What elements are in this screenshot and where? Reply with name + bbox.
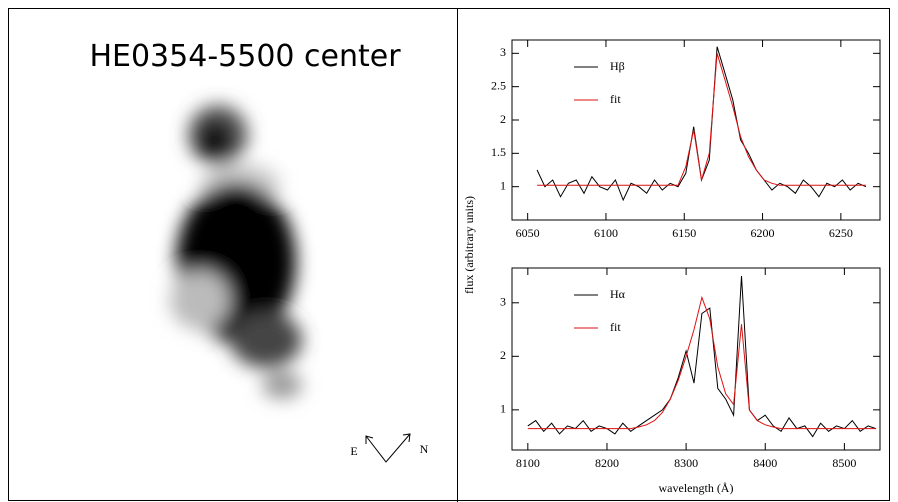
x-tick-label: 8200 (595, 456, 619, 470)
frame (8, 8, 890, 501)
x-tick-label: 8300 (674, 456, 698, 470)
compass-north: N (420, 442, 429, 456)
legend-label: Hα (610, 287, 626, 301)
y-tick-label: 1.5 (491, 145, 506, 159)
legend-label: fit (610, 92, 621, 106)
x-tick-label: 6100 (594, 226, 618, 240)
y-tick-label: 2 (500, 112, 506, 126)
y-tick-label: 2 (500, 348, 506, 362)
compass-east: E (350, 444, 357, 458)
y-tick-label: 2.5 (491, 78, 506, 92)
series-line (527, 275, 877, 438)
x-axis-label: wavelength (Å) (659, 481, 734, 495)
plot-frame (511, 39, 881, 221)
image-title: HE0354-5500 center (89, 39, 401, 74)
y-tick-label: 1 (500, 402, 506, 416)
y-tick-label: 1 (500, 178, 506, 192)
x-tick-label: 6250 (829, 226, 853, 240)
series-line (537, 53, 866, 186)
x-tick-label: 8400 (753, 456, 777, 470)
legend-label: fit (610, 320, 621, 334)
x-tick-label: 8100 (516, 456, 540, 470)
series-line (527, 295, 876, 430)
x-tick-label: 6050 (516, 226, 540, 240)
x-tick-label: 8500 (832, 456, 856, 470)
y-axis-label: flux (arbitrary units) (462, 196, 476, 294)
y-tick-label: 3 (500, 45, 506, 59)
plot-frame (511, 267, 881, 451)
y-tick-label: 3 (500, 295, 506, 309)
compass (365, 433, 411, 463)
galaxy-image (170, 105, 302, 399)
legend-label: Hβ (610, 59, 625, 73)
x-tick-label: 6150 (672, 226, 696, 240)
x-tick-label: 6200 (751, 226, 775, 240)
